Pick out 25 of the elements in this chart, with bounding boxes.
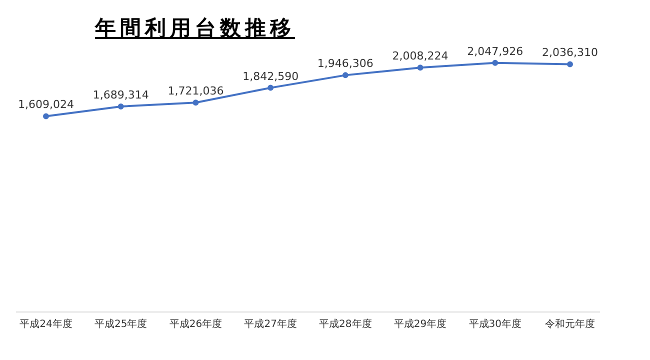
point bbox=[268, 84, 274, 91]
data-label: 1,721,036 bbox=[168, 84, 224, 98]
data-label: 1,689,314 bbox=[92, 88, 149, 102]
x-tick-label: 平成30年度 bbox=[468, 318, 522, 330]
x-tick-label: 平成26年度 bbox=[169, 318, 222, 330]
data-label: 1,609,024 bbox=[18, 98, 74, 112]
x-tick-label: 平成25年度 bbox=[94, 318, 148, 330]
point bbox=[492, 60, 498, 66]
x-tick-label: 平成28年度 bbox=[319, 318, 372, 330]
data-label: 1,842,590 bbox=[242, 70, 299, 83]
point bbox=[118, 103, 124, 110]
point bbox=[342, 72, 348, 78]
point bbox=[192, 100, 199, 106]
data-label: 2,036,310 bbox=[542, 46, 598, 60]
point bbox=[43, 113, 49, 120]
chart-title: 年間利用台数推移 bbox=[95, 15, 295, 42]
x-tick-label: 平成24年度 bbox=[20, 318, 72, 330]
x-tick-label: 令和元年度 bbox=[545, 318, 595, 330]
point bbox=[417, 64, 424, 71]
x-tick-label: 平成27年度 bbox=[244, 318, 297, 330]
point bbox=[567, 61, 573, 68]
data-label: 1,946,306 bbox=[317, 57, 374, 70]
data-label: 2,008,224 bbox=[392, 50, 448, 63]
x-tick-label: 平成29年度 bbox=[394, 318, 447, 330]
data-label: 2,047,926 bbox=[467, 44, 524, 58]
